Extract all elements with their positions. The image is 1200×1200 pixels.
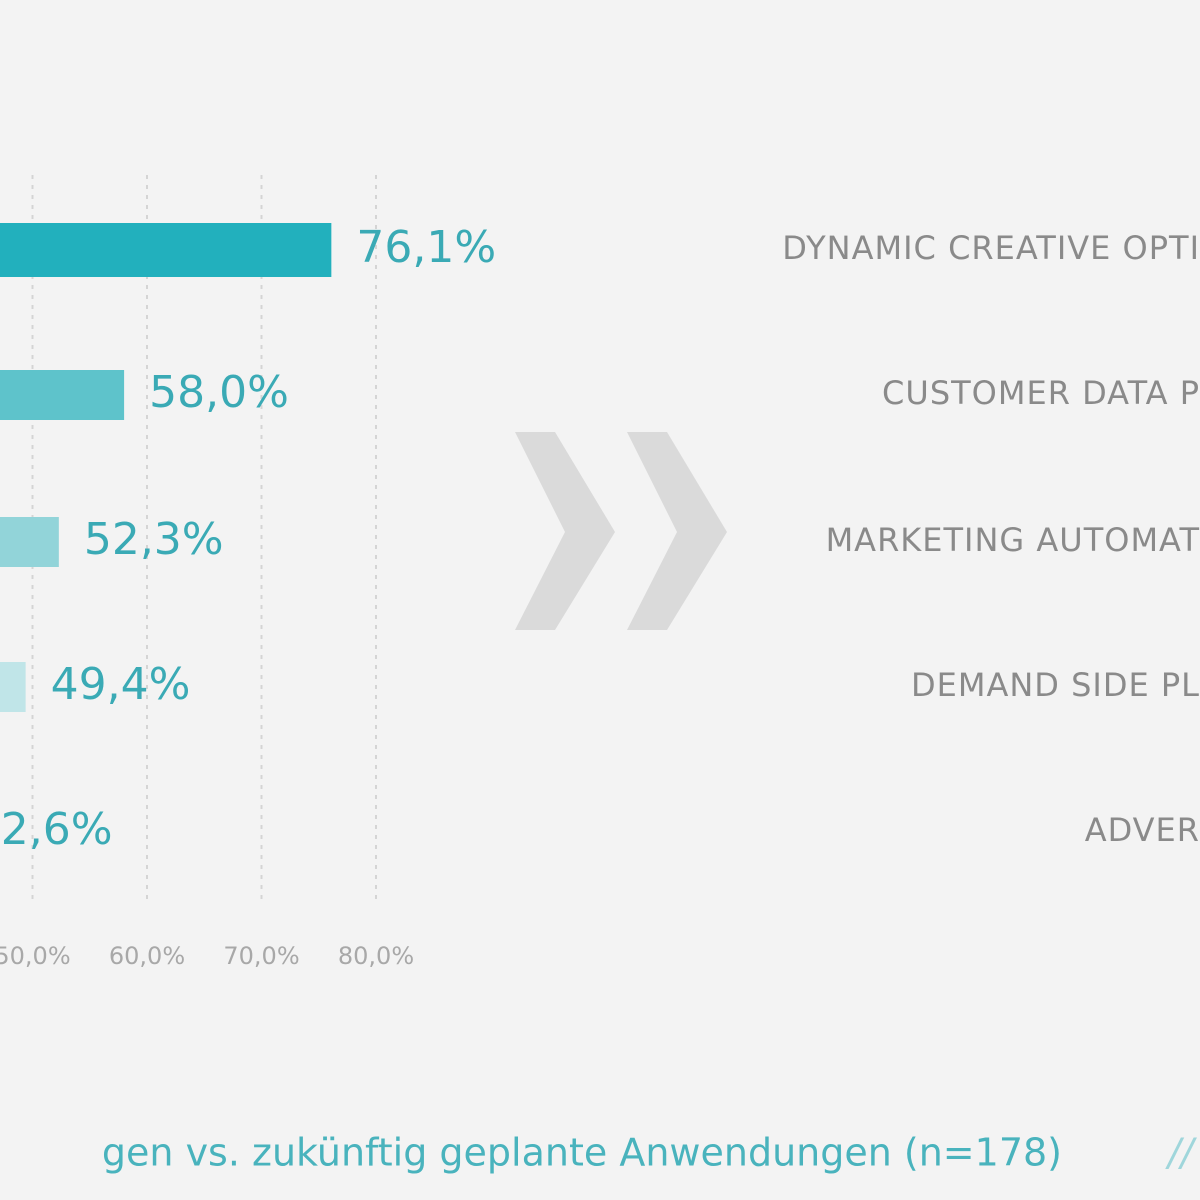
chevron [627,432,727,630]
bar [0,517,59,567]
x-tick-label: 80,0% [338,942,414,970]
category-label: MARKETING AUTOMAT [826,521,1200,559]
category-label: DEMAND SIDE PL [911,666,1200,704]
chevron [515,432,615,630]
category-label: CUSTOMER DATA P [882,374,1200,412]
value-label: 58,0% [149,367,289,418]
x-tick-label: 50,0% [0,942,71,970]
bar [0,223,332,277]
value-label: 42,6% [0,804,113,855]
x-tick-label: 70,0% [223,942,299,970]
caption: gen vs. zukünftig geplante Anwendungen (… [102,1131,1062,1175]
value-label: 49,4% [51,659,191,710]
bar [0,370,125,420]
category-label: ADVER [1085,811,1200,849]
bar [0,662,26,712]
chevrons [515,432,727,630]
logo-mark: // [1165,1131,1198,1175]
value-label: 52,3% [84,514,224,565]
value-label: 76,1% [356,222,496,273]
x-tick-label: 60,0% [109,942,185,970]
category-label: DYNAMIC CREATIVE OPTI [782,229,1200,267]
